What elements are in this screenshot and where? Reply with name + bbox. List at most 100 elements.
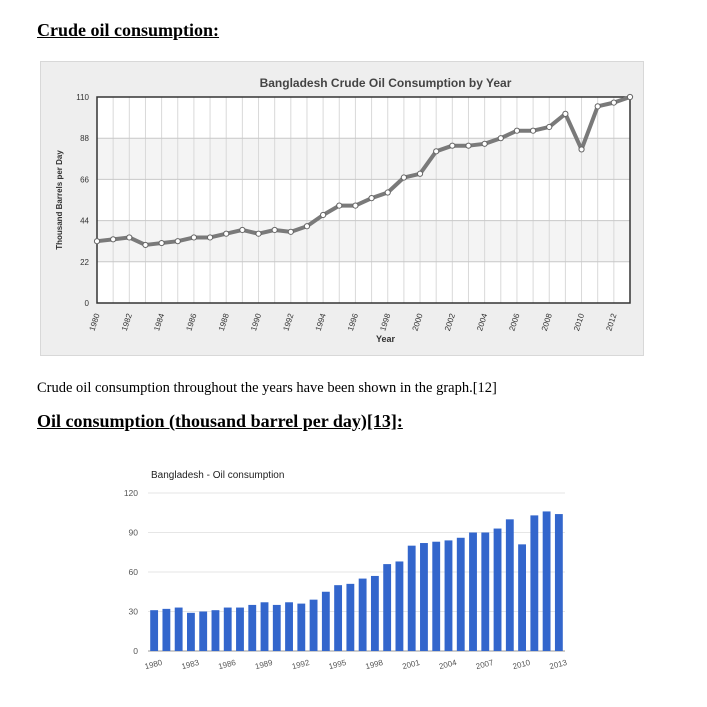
data-point [271, 226, 278, 234]
data-point [336, 202, 343, 209]
x-tick-label: 1992 [291, 658, 311, 671]
y-tick-label: 66 [80, 175, 89, 184]
bar [493, 528, 502, 651]
bar [395, 561, 404, 651]
bar [383, 564, 392, 651]
data-point [206, 234, 214, 241]
y-tick-label: 110 [76, 93, 89, 102]
bar [285, 602, 293, 651]
bar [444, 540, 453, 651]
x-tick-label: 2013 [548, 658, 568, 671]
bar [248, 604, 257, 651]
y-tick-label: 30 [129, 607, 139, 617]
bar [469, 532, 477, 651]
data-point [594, 103, 601, 110]
data-point [174, 238, 181, 245]
bar [505, 519, 514, 651]
bar [554, 514, 563, 651]
oil-consumption-bar-chart: Bangladesh - Oil consumption 0 30 60 90 120 19… [124, 470, 569, 671]
data-point [481, 140, 488, 147]
data-point [110, 236, 117, 243]
data-point [93, 238, 101, 245]
x-tick-label: 2001 [401, 658, 421, 671]
bar [272, 604, 281, 651]
data-point [223, 230, 230, 237]
x-tick-label: 1986 [217, 658, 237, 671]
series-line [96, 95, 631, 247]
data-point [352, 202, 359, 209]
y-axis-title: Thousand Barrels per Day [55, 150, 64, 250]
x-tick-label: 1983 [181, 658, 201, 671]
plot-border [96, 96, 631, 304]
y-tick-label: 60 [129, 567, 139, 577]
data-point [287, 228, 294, 235]
data-point [433, 148, 440, 155]
bar [481, 532, 490, 651]
bar [297, 603, 306, 651]
bar [321, 591, 330, 651]
data-point [529, 127, 537, 134]
data-point [626, 93, 634, 101]
y-tick-label: 90 [129, 528, 139, 538]
data-point [368, 195, 375, 202]
bar [260, 602, 269, 651]
bar [334, 585, 343, 651]
bar [432, 541, 441, 651]
crude-oil-consumption-heading: Crude oil consumption: [37, 20, 220, 40]
chart-title: Bangladesh - Oil consumption [151, 470, 284, 481]
y-tick-label: 0 [133, 646, 138, 656]
oil-consumption-heading: Oil consumption (thousand barrel per day… [37, 411, 403, 431]
bar [150, 610, 159, 651]
x-tick-label: 2004 [438, 658, 458, 671]
x-tick-label: 1980 [144, 658, 164, 671]
bar [456, 537, 465, 651]
data-point [126, 234, 133, 241]
bar [542, 511, 551, 651]
bar [530, 515, 539, 651]
data-point [384, 189, 391, 196]
data-point [465, 142, 472, 149]
bar [407, 545, 416, 651]
x-tick-label: 1989 [254, 658, 274, 671]
data-point [303, 223, 311, 230]
data-point [610, 99, 617, 106]
data-point [578, 146, 585, 153]
data-point [449, 142, 456, 149]
bar [199, 611, 208, 651]
bar [162, 608, 171, 651]
y-tick-label: 22 [80, 258, 89, 267]
data-point [562, 110, 569, 117]
bar [174, 607, 183, 651]
caption-paragraph: Crude oil consumption throughout the yea… [37, 380, 497, 396]
data-point [158, 239, 165, 247]
data-point [513, 127, 521, 134]
x-tick-label: 1998 [364, 658, 384, 671]
bar [187, 612, 195, 651]
data-point [239, 226, 246, 234]
data-point [320, 211, 327, 219]
y-tick-label: 0 [85, 299, 90, 308]
y-tick-label: 88 [80, 134, 89, 143]
bar [223, 607, 232, 651]
data-point [255, 230, 262, 237]
data-point [400, 174, 407, 181]
data-point [142, 241, 149, 249]
x-tick-label: 1995 [328, 658, 348, 671]
bar [420, 543, 428, 651]
x-tick-label: 2007 [475, 658, 495, 671]
data-point [190, 234, 198, 241]
bar [358, 578, 367, 651]
bar [236, 607, 244, 651]
bar [518, 544, 526, 651]
data-point [416, 170, 424, 177]
chart-title: Bangladesh Crude Oil Consumption by Year [260, 76, 512, 90]
x-axis-title: Year [376, 334, 396, 344]
bar [211, 610, 220, 651]
y-tick-label: 120 [124, 488, 138, 498]
data-point [546, 123, 553, 131]
bar [309, 599, 318, 651]
bar [370, 575, 379, 651]
plot-band [97, 138, 630, 180]
bar [346, 583, 355, 651]
